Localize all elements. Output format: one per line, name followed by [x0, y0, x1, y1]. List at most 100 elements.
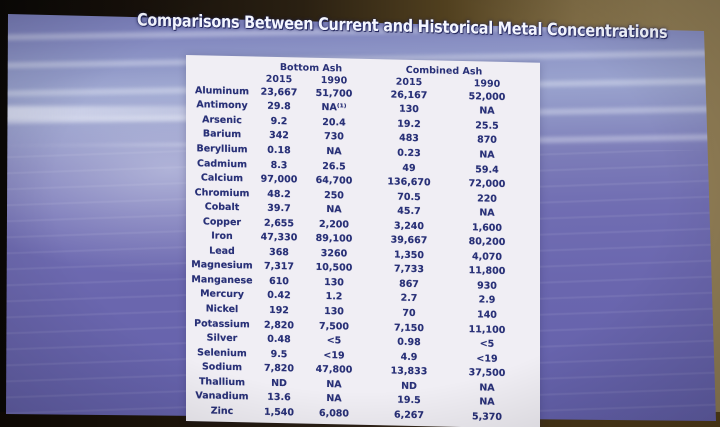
value-cell: 483 [399, 133, 419, 145]
year-header: 1990 [473, 77, 501, 90]
value-cell: 0.23 [397, 147, 421, 160]
value-cell: 130 [399, 103, 419, 116]
value-cell: NA [326, 204, 342, 216]
value-cell: 1.2 [325, 291, 343, 303]
value-cell: 51,700 [315, 87, 353, 100]
value-cell: 130 [324, 305, 344, 318]
year-header: 2015 [395, 76, 423, 88]
value-cell: 39,667 [390, 234, 428, 247]
metal-name-cell: Iron [211, 230, 233, 243]
value-cell: 1,540 [263, 406, 295, 419]
metal-name-cell: Calcium [200, 172, 244, 185]
metal-name-cell: Antimony [196, 99, 248, 112]
metal-name-cell: Chromium [194, 186, 250, 199]
value-cell: 140 [477, 309, 497, 321]
value-cell: <19 [323, 349, 345, 362]
value-cell: 23,667 [260, 86, 298, 99]
value-cell: 48.2 [267, 188, 291, 200]
metal-name-cell: Mercury [200, 288, 244, 301]
value-cell: 47,330 [260, 231, 298, 244]
metal-name-cell: Potassium [194, 317, 250, 330]
metal-name-cell: Arsenic [202, 114, 242, 127]
value-cell: 136,670 [387, 176, 431, 189]
value-cell: 1,600 [471, 221, 503, 234]
value-cell: 9.2 [270, 115, 288, 128]
value-cell: 9.5 [270, 348, 288, 360]
value-cell: 192 [269, 304, 289, 317]
metal-name-cell: Barium [202, 128, 242, 141]
value-cell: 19.5 [397, 394, 421, 407]
value-cell: NA⁽¹⁾ [321, 102, 347, 114]
value-cell: NA [326, 393, 342, 405]
value-cell: 930 [477, 280, 497, 292]
metal-name-cell: Copper [202, 216, 242, 228]
metal-name-cell: Thallium [198, 375, 246, 388]
metal-name-cell: Magnesium [191, 259, 253, 272]
value-cell: <5 [479, 338, 495, 350]
value-cell: NA [479, 396, 495, 408]
value-cell: 2,200 [318, 218, 350, 231]
value-cell: 730 [324, 131, 344, 143]
value-cell: 39.7 [267, 202, 291, 215]
data-table-panel: Bottom Ash Combined Ash 2015 1990 2015 1… [186, 55, 540, 427]
value-cell: NA [479, 105, 495, 118]
value-cell: 0.48 [267, 333, 291, 346]
value-cell: 11,800 [468, 265, 506, 278]
value-cell: NA [326, 146, 342, 158]
value-cell: 368 [269, 246, 289, 259]
value-cell: 13.6 [267, 392, 291, 404]
metal-name-cell: Silver [206, 332, 238, 345]
value-cell: 45.7 [397, 205, 421, 218]
value-cell: 11,100 [468, 323, 506, 336]
metal-name-cell: Cobalt [204, 201, 240, 214]
value-cell: 0.98 [397, 336, 421, 349]
value-cell: 25.5 [475, 120, 499, 132]
value-cell: 49 [402, 162, 416, 174]
value-cell: 10,500 [315, 262, 353, 274]
value-cell: 97,000 [260, 173, 298, 186]
value-cell: 250 [324, 189, 344, 202]
metal-name-cell: Zinc [210, 405, 234, 417]
value-cell: <19 [476, 352, 498, 365]
value-cell: 2,820 [263, 319, 295, 331]
value-cell: 70 [402, 307, 416, 319]
value-cell: 29.8 [267, 101, 291, 113]
metal-name-cell: Manganese [191, 273, 253, 287]
year-header: 2015 [265, 73, 293, 85]
value-cell: 4.9 [400, 351, 418, 363]
value-cell: 47,800 [315, 363, 353, 376]
metal-name-cell: Aluminum [195, 84, 249, 98]
metal-name-cell: Sodium [201, 361, 243, 374]
value-cell: NA [479, 149, 495, 161]
value-cell: 52,000 [468, 90, 506, 103]
value-cell: 8.3 [270, 159, 288, 171]
metal-name-cell: Nickel [205, 303, 239, 316]
value-cell: 7,820 [263, 362, 295, 375]
value-cell: 7,317 [263, 261, 295, 273]
value-cell: 37,500 [468, 367, 506, 380]
value-cell: 7,500 [318, 320, 350, 333]
metal-name-cell: Cadmium [196, 157, 247, 170]
value-cell: 6,267 [393, 409, 425, 421]
value-cell: NA [326, 378, 342, 391]
value-cell: 5,370 [471, 411, 503, 423]
value-cell: 64,700 [315, 174, 353, 187]
value-cell: 220 [477, 192, 497, 205]
value-cell: ND [271, 377, 287, 389]
value-cell: 0.42 [267, 290, 291, 302]
value-cell: 7,150 [393, 322, 425, 334]
value-cell: 6,080 [318, 407, 350, 420]
value-cell: 13,833 [390, 365, 428, 378]
value-cell: 2,655 [263, 217, 295, 230]
table-body: Aluminum 23,667 51,700 26,167 52,000 Antimony… [186, 83, 540, 425]
value-cell: 2.7 [400, 293, 418, 305]
metal-name-cell: Beryllium [196, 143, 248, 156]
value-cell: 0.18 [267, 144, 291, 157]
value-cell: 1,350 [393, 249, 425, 261]
value-cell: 610 [269, 275, 289, 288]
year-header: 1990 [320, 74, 348, 87]
value-cell: 70.5 [397, 191, 421, 203]
value-cell: ND [401, 380, 417, 392]
value-cell: NA [479, 207, 495, 219]
